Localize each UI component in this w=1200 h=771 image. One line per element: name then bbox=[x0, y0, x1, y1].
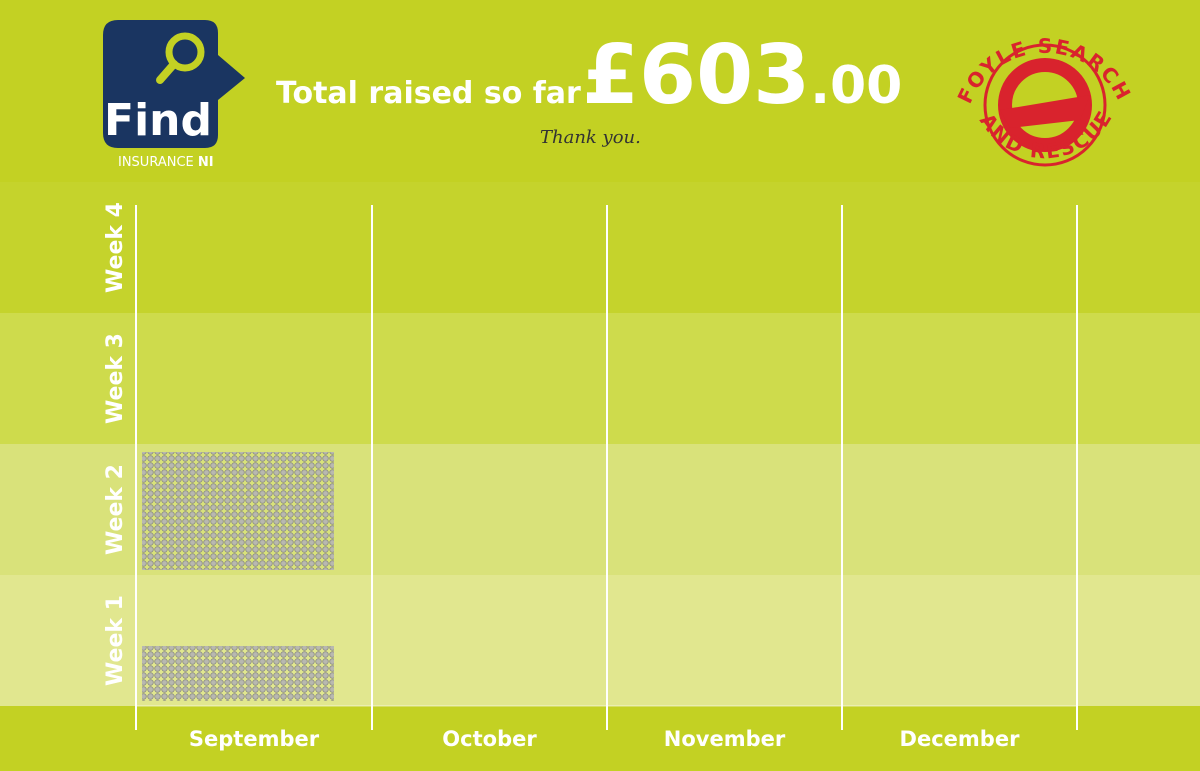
coins bbox=[142, 452, 334, 570]
row-band bbox=[0, 313, 1200, 444]
month-label: September bbox=[189, 727, 320, 751]
board: September October November December Week 4 We… bbox=[103, 202, 1078, 751]
month-label: December bbox=[900, 727, 1021, 751]
coins bbox=[142, 646, 334, 701]
week-label: Week 2 bbox=[103, 464, 128, 555]
brand-sub: INSURANCE NI bbox=[118, 155, 214, 170]
week-label: Week 1 bbox=[103, 595, 128, 686]
total-label: Total raised so far bbox=[276, 76, 581, 111]
row-band bbox=[0, 182, 1200, 313]
week-label: Week 4 bbox=[103, 202, 128, 293]
total-amount: £603.00 bbox=[582, 28, 902, 123]
month-label: November bbox=[664, 727, 786, 751]
week-label: Week 3 bbox=[103, 333, 128, 424]
find-logo: Find INSURANCE NI bbox=[103, 20, 245, 170]
thank-you: Thank you. bbox=[540, 127, 641, 148]
month-label: October bbox=[442, 727, 537, 751]
brand: Find bbox=[104, 95, 212, 146]
footer-band bbox=[0, 706, 1200, 771]
